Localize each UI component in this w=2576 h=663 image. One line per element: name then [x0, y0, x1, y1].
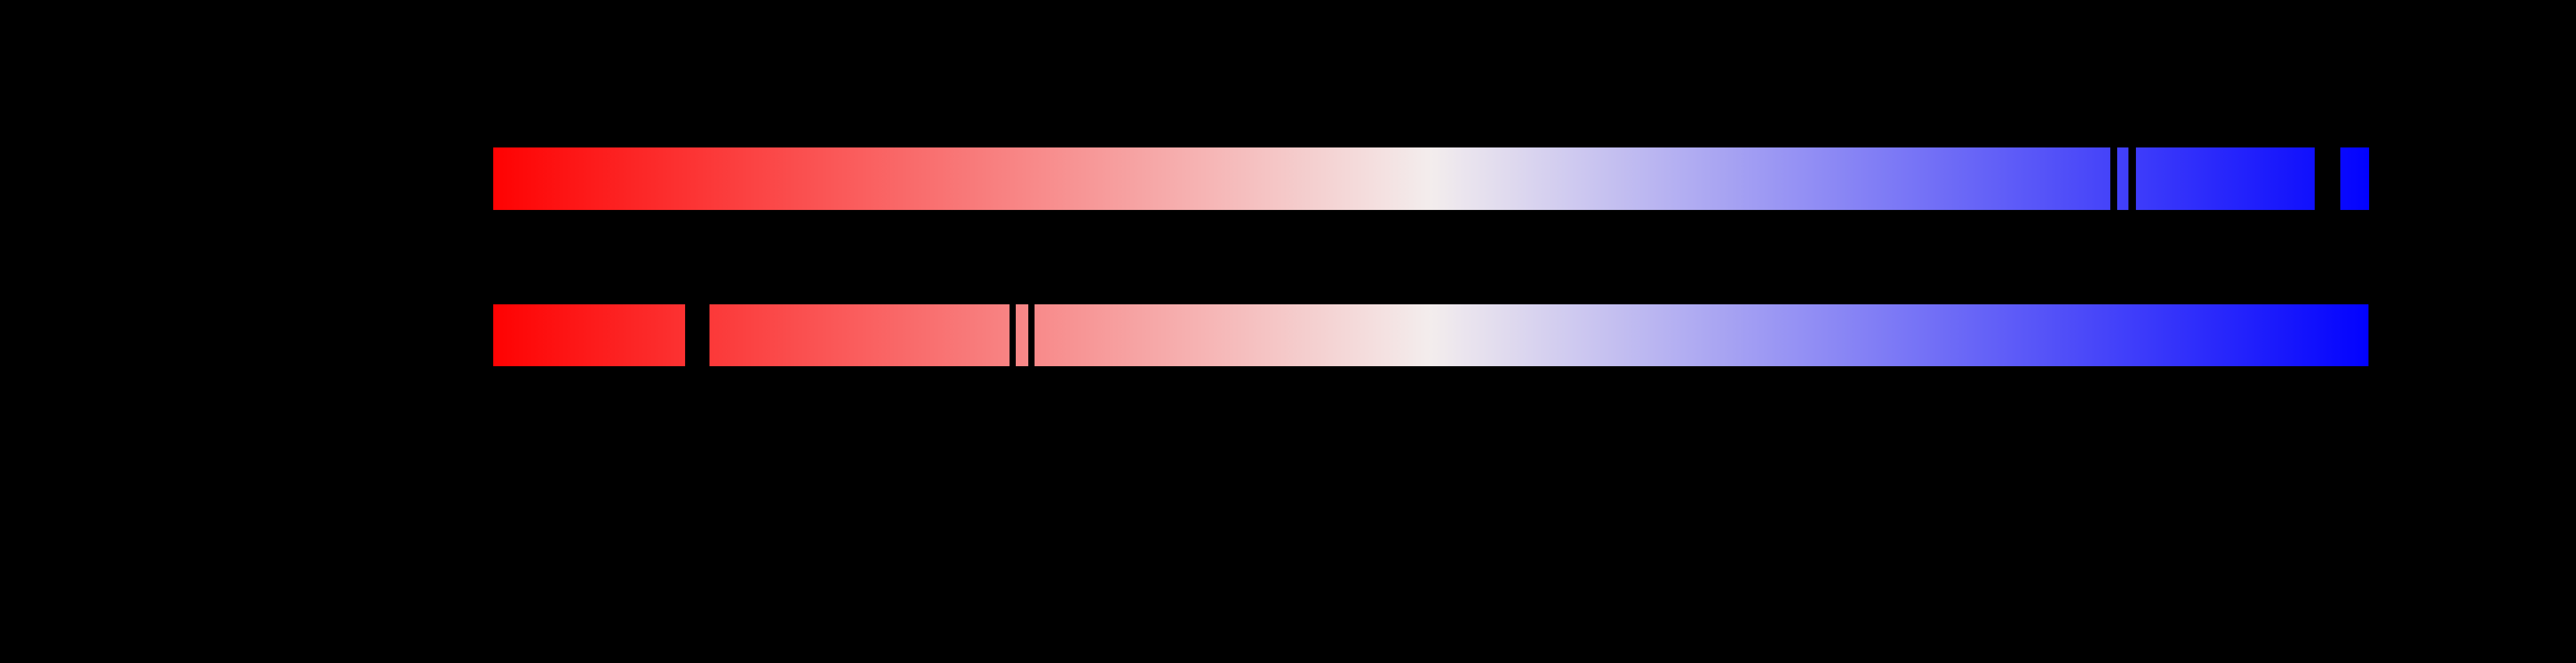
bottom-sequence-bar-gap — [685, 304, 709, 367]
bottom-sequence-bar — [493, 304, 2368, 367]
top-sequence-bar — [493, 147, 2369, 211]
bottom-sequence-bar-gap — [1010, 304, 1016, 367]
top-sequence-bar-gap — [2110, 147, 2117, 211]
top-sequence-bar-gap — [2315, 147, 2340, 211]
bottom-sequence-bar-gap — [1028, 304, 1035, 367]
top-sequence-bar-gap — [2128, 147, 2136, 211]
